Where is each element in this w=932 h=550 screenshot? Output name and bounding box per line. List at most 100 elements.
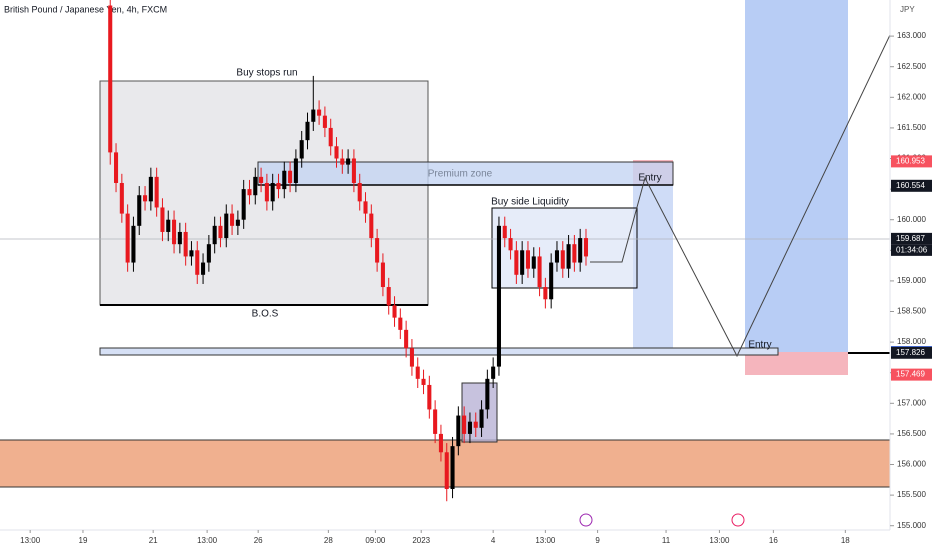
target-zone xyxy=(745,0,848,352)
candle-body xyxy=(201,262,206,275)
x-tick-label: 16 xyxy=(769,536,778,545)
projection-path xyxy=(590,34,891,358)
y-tick-label: 163.000 xyxy=(897,31,926,40)
candle-body xyxy=(114,152,119,183)
event-icon[interactable] xyxy=(731,513,745,527)
candle-body xyxy=(444,452,449,489)
candle-body xyxy=(415,366,420,379)
candle-body xyxy=(183,231,188,257)
candle-body xyxy=(421,378,426,385)
annotation: Entry xyxy=(748,340,771,351)
candle-body xyxy=(543,287,548,300)
annotation: B.O.S xyxy=(252,309,279,320)
candle-body xyxy=(473,421,478,428)
candle-body xyxy=(485,378,490,410)
candle-body xyxy=(502,225,507,239)
candle-body xyxy=(491,366,496,379)
candle-body xyxy=(369,213,374,239)
candle-body xyxy=(375,238,380,263)
event-icon[interactable] xyxy=(579,513,593,527)
candle-body xyxy=(450,446,455,489)
candle-body xyxy=(583,238,589,257)
candle-body xyxy=(270,182,275,202)
candle-body xyxy=(560,250,565,269)
y-tick-label: 155.500 xyxy=(897,490,926,499)
y-tick-label: 160.000 xyxy=(897,215,926,224)
price-label-bg xyxy=(891,346,932,359)
candle-body xyxy=(154,176,159,208)
candle-body xyxy=(427,384,432,410)
liquidity-box xyxy=(491,207,638,289)
x-tick-label: 26 xyxy=(254,536,263,545)
price-label-bg xyxy=(891,155,932,168)
price-label-bg xyxy=(891,368,932,381)
candle-body xyxy=(160,207,165,232)
candle-body xyxy=(392,305,397,318)
countdown-bg xyxy=(891,244,932,256)
candle-body xyxy=(531,256,536,269)
target-zone xyxy=(633,185,673,352)
candle-body xyxy=(322,115,327,128)
ob-box xyxy=(461,382,498,443)
y-tick-label: 156.500 xyxy=(897,429,926,438)
price-label: 160.953 xyxy=(896,156,925,165)
x-tick-label: 4 xyxy=(491,536,496,545)
x-tick-label: 21 xyxy=(149,536,158,545)
annotation: Buy side Liquidity xyxy=(491,197,569,208)
candle-body xyxy=(264,182,269,202)
annotation: Entry xyxy=(638,173,661,184)
candle-body xyxy=(241,189,246,220)
y-tick-label: 161.500 xyxy=(897,123,926,132)
y-tick-label: 162.000 xyxy=(897,92,926,101)
candle-body xyxy=(253,176,258,196)
candle-body xyxy=(224,213,229,239)
candle-body xyxy=(108,5,113,153)
chart-title: British Pound / Japanese Yen, 4h, FXCM xyxy=(4,4,167,14)
candle-body xyxy=(438,433,443,453)
candle-body xyxy=(537,256,542,288)
candle-body xyxy=(409,348,414,367)
candle-body xyxy=(496,225,501,367)
x-tick-label: 13:00 xyxy=(535,536,556,545)
candle-body xyxy=(212,225,217,245)
candle-body xyxy=(293,158,298,183)
price-label-bg xyxy=(891,232,932,245)
candle-body xyxy=(479,409,484,428)
candle-body xyxy=(351,158,356,183)
candle-body xyxy=(230,213,235,226)
x-tick-label: 11 xyxy=(662,536,671,545)
candle-body xyxy=(259,176,264,183)
x-tick-label: 18 xyxy=(841,536,850,545)
candle-body xyxy=(299,140,304,159)
x-tick-label: 2023 xyxy=(412,536,430,545)
candle-body xyxy=(554,250,560,263)
currency: JPY xyxy=(900,5,915,14)
candle-body xyxy=(456,415,461,447)
y-tick-label: 158.500 xyxy=(897,307,926,316)
candle-body xyxy=(172,219,177,245)
candle-body xyxy=(566,244,571,269)
y-tick-label: 159.000 xyxy=(897,276,926,285)
candle-body xyxy=(131,225,136,263)
candle-body xyxy=(119,182,124,214)
candle-body xyxy=(520,250,525,275)
stop-zone xyxy=(745,352,848,375)
candle-body xyxy=(386,287,391,306)
price-label: 160.554 xyxy=(896,181,925,190)
candle-body xyxy=(525,250,530,269)
x-tick-label: 09:00 xyxy=(365,536,386,545)
level-box xyxy=(99,347,779,356)
candle-body xyxy=(317,109,322,116)
candle-body xyxy=(189,250,194,257)
candle-body xyxy=(143,195,148,202)
y-tick-label: 157.000 xyxy=(897,398,926,407)
x-tick-label: 13:00 xyxy=(709,536,730,545)
candle-body xyxy=(549,262,554,300)
candle-body xyxy=(125,213,130,263)
candle-body xyxy=(148,176,153,202)
candle-body xyxy=(206,244,211,263)
x-tick-label: 28 xyxy=(324,536,333,545)
candle-body xyxy=(346,158,351,165)
candle-body xyxy=(514,250,519,275)
